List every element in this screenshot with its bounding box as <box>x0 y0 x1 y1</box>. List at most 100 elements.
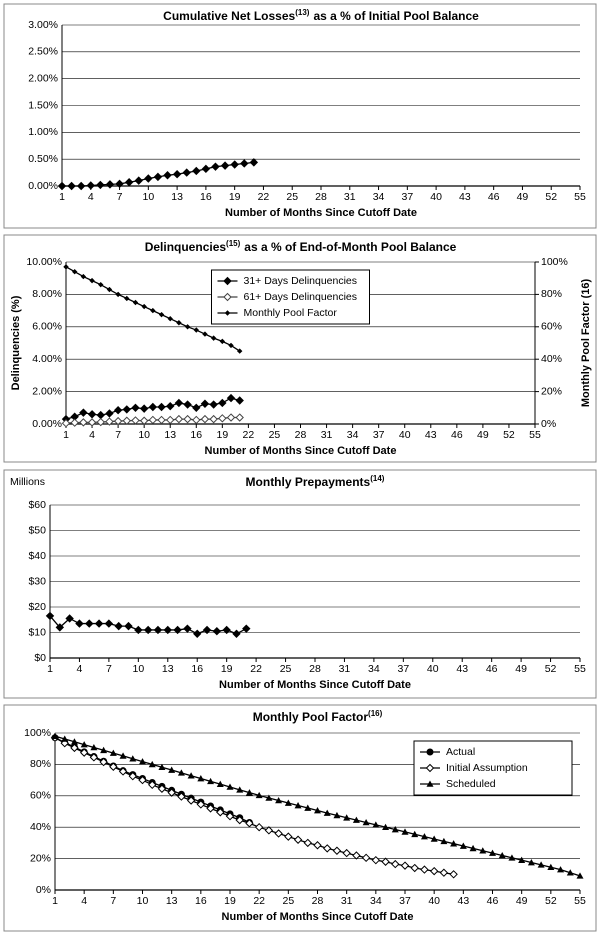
marker <box>99 757 108 767</box>
y-tick-label: $0 <box>34 652 46 664</box>
marker <box>202 331 208 337</box>
title-part: Monthly Pool Factor <box>253 710 369 724</box>
y-tick-label: 10.00% <box>26 256 62 268</box>
marker <box>96 180 105 190</box>
x-tick-label: 37 <box>399 895 411 907</box>
x-tick-label: 52 <box>545 191 557 203</box>
marker <box>157 784 167 793</box>
marker <box>323 844 332 853</box>
chart-title: Monthly Prepayments(14) <box>246 474 385 489</box>
marker <box>153 625 163 635</box>
y-tick-label: $50 <box>28 524 46 536</box>
x-tick-label: 49 <box>515 663 527 675</box>
marker <box>104 619 114 628</box>
marker <box>132 299 139 306</box>
marker <box>80 741 88 748</box>
legend-label: Monthly Pool Factor <box>244 307 338 319</box>
y2-tick-label: 60% <box>541 321 562 333</box>
legend-box <box>413 740 573 796</box>
x-tick-label: 34 <box>347 429 359 441</box>
marker <box>249 158 259 167</box>
x-tick-label: 16 <box>195 895 207 907</box>
marker <box>236 786 244 793</box>
marker <box>192 415 201 425</box>
marker <box>131 416 140 425</box>
marker <box>210 335 217 341</box>
marker <box>420 865 429 874</box>
marker <box>51 732 59 739</box>
marker <box>459 842 467 849</box>
marker <box>65 614 74 623</box>
x-tick-label: 31 <box>344 191 356 203</box>
x-tick-label: 49 <box>516 895 528 907</box>
marker <box>201 164 211 174</box>
marker <box>139 404 149 413</box>
marker <box>166 401 175 411</box>
x-tick-label: 25 <box>269 429 281 441</box>
marker <box>245 819 254 828</box>
x-tick-label: 19 <box>216 429 228 441</box>
marker <box>105 409 114 418</box>
x-tick-label: 55 <box>574 191 586 203</box>
x-tick-label: 28 <box>312 895 324 907</box>
x-tick-label: 25 <box>282 895 294 907</box>
marker <box>193 327 199 333</box>
marker <box>187 772 195 779</box>
marker <box>80 273 87 280</box>
marker <box>75 619 84 628</box>
y2-tick-label: 40% <box>541 353 562 365</box>
marker <box>176 320 182 326</box>
marker <box>174 414 184 424</box>
y-axis-title: Delinquencies (%) <box>10 295 22 390</box>
marker <box>183 400 192 409</box>
x-tick-label: 4 <box>77 663 83 675</box>
legend-box <box>211 269 370 325</box>
marker <box>352 851 361 860</box>
marker <box>192 403 201 413</box>
marker <box>294 802 302 809</box>
marker <box>254 822 264 832</box>
marker <box>352 816 360 823</box>
marker <box>89 277 95 284</box>
x-tick-label: 31 <box>321 429 333 441</box>
marker <box>429 866 439 876</box>
x-tick-label: 16 <box>190 429 202 441</box>
x-tick-label: 22 <box>253 895 265 907</box>
x-tick-label: 34 <box>370 895 382 907</box>
x-tick-label: 31 <box>341 895 353 907</box>
marker <box>163 171 172 180</box>
x-tick-label: 40 <box>430 191 442 203</box>
x-tick-label: 16 <box>200 191 212 203</box>
marker <box>508 854 516 861</box>
x-tick-label: 49 <box>517 191 529 203</box>
marker <box>109 762 118 771</box>
y-tick-label: 2.00% <box>32 385 62 397</box>
marker <box>128 771 137 781</box>
marker <box>139 758 146 765</box>
y-tick-label: 0.50% <box>28 153 58 165</box>
marker <box>226 393 236 403</box>
x-tick-label: 7 <box>115 429 121 441</box>
marker <box>183 624 192 633</box>
marker <box>76 181 86 191</box>
x-tick-label: 37 <box>401 191 413 203</box>
x-tick-label: 1 <box>47 663 53 675</box>
marker <box>218 398 227 408</box>
marker <box>479 847 487 854</box>
marker <box>576 872 584 879</box>
x-tick-label: 49 <box>477 429 489 441</box>
marker <box>216 780 224 787</box>
y-tick-label: 0.00% <box>28 180 58 192</box>
marker <box>547 863 555 871</box>
marker <box>235 815 244 825</box>
marker <box>343 814 351 821</box>
marker <box>242 624 251 633</box>
x-axis-title: Number of Months Since Cutoff Date <box>205 445 397 457</box>
marker <box>163 625 172 635</box>
marker <box>79 748 89 757</box>
marker <box>61 418 71 428</box>
marker <box>220 161 230 170</box>
x-tick-label: 10 <box>137 895 149 907</box>
y2-axis-title: Monthly Pool Factor (16) <box>580 278 592 407</box>
